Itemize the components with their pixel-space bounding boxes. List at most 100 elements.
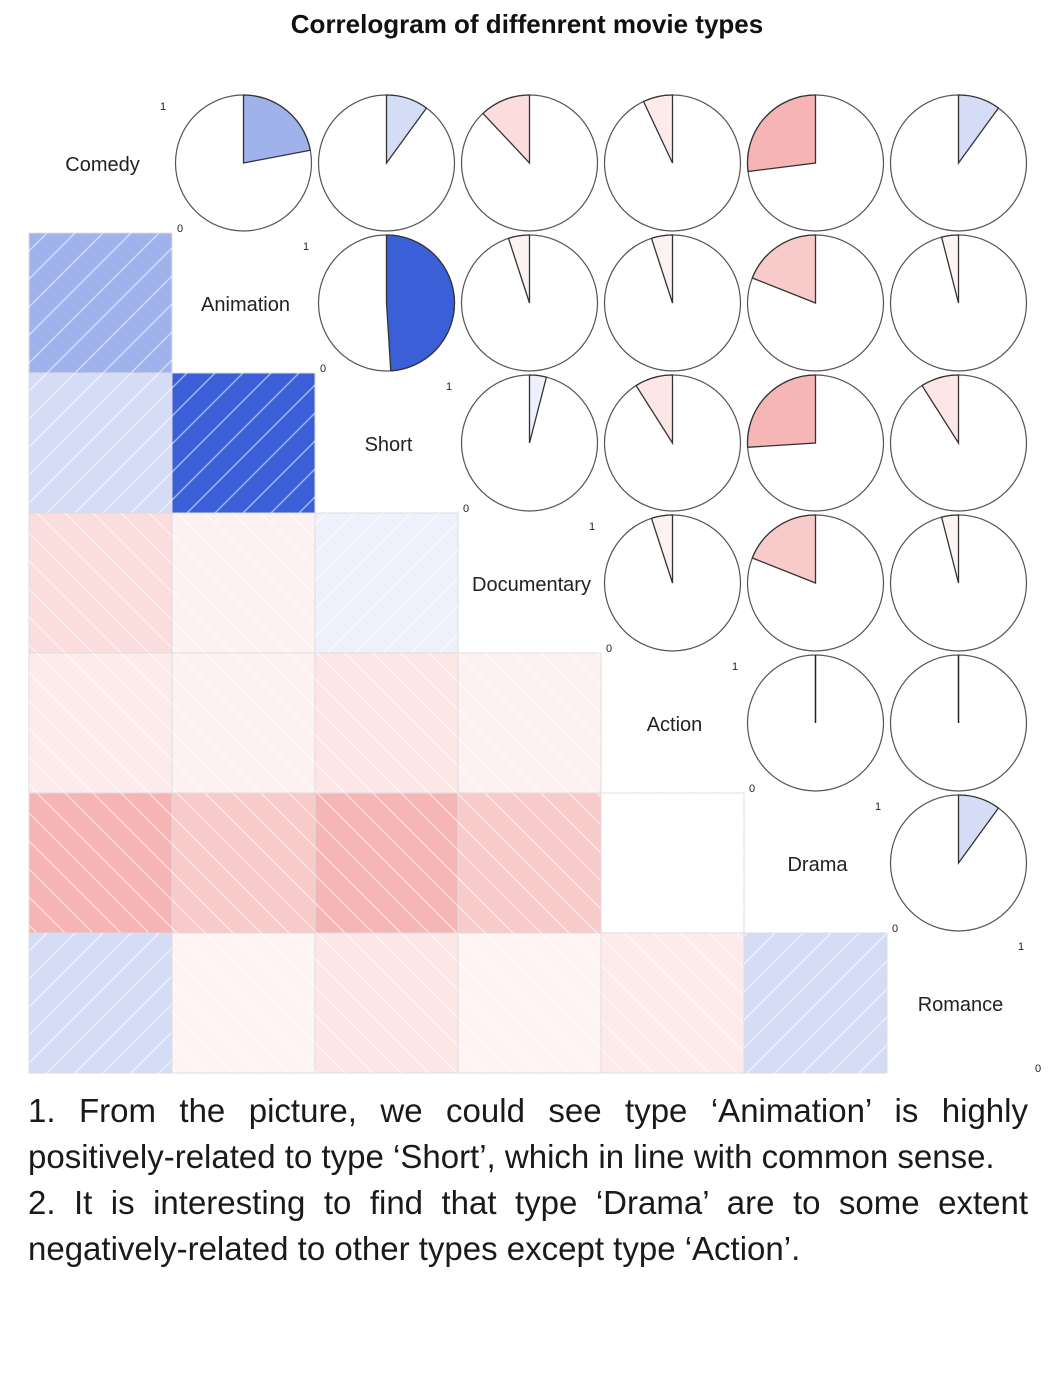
shade-cell-action-comedy <box>28 652 173 794</box>
pie-slice <box>635 374 674 446</box>
shade-hatch <box>172 793 315 933</box>
pie-cell-drama-romance <box>889 794 1028 932</box>
variable-label: Animation <box>201 294 290 316</box>
diagonal-min-tick: 0 <box>177 223 183 235</box>
pie-cell-short-romance <box>889 374 1028 512</box>
pie-slice <box>482 94 531 165</box>
shade-hatch <box>172 373 315 513</box>
pie-slice <box>650 514 674 584</box>
diagonal-cell-drama: Drama 1 0 <box>787 801 898 935</box>
variable-label: Romance <box>918 994 1004 1016</box>
pie-cell-comedy-documentary <box>460 94 599 232</box>
caption-line-2: 2. It is interesting to find that type ‘… <box>28 1184 1028 1267</box>
pie-slice <box>957 794 1000 866</box>
diagonal-min-tick: 0 <box>892 923 898 935</box>
shade-hatch <box>29 513 172 653</box>
variable-label: Comedy <box>65 154 139 176</box>
pie-cell-comedy-drama <box>746 94 885 232</box>
pie-cell-animation-action <box>603 234 742 372</box>
shade-cell-romance-action <box>600 932 745 1074</box>
pie-cell-documentary-action <box>603 514 742 652</box>
diagonal-min-tick: 0 <box>463 503 469 515</box>
shade-hatch <box>172 653 315 793</box>
shade-hatch <box>172 933 315 1073</box>
pie-slice <box>940 234 960 304</box>
shade-hatch <box>744 933 887 1073</box>
pie-slice <box>242 94 312 164</box>
diagonal-min-tick: 0 <box>749 783 755 795</box>
diagonal-max-tick: 1 <box>160 101 166 113</box>
shade-hatch <box>29 373 172 513</box>
shade-cell-action-animation <box>171 652 316 794</box>
diagonal-min-tick: 0 <box>606 643 612 655</box>
diagonal-min-tick: 0 <box>1035 1063 1041 1075</box>
pie-cell-action-romance <box>889 654 1028 792</box>
pie-cell-action-drama <box>746 654 885 792</box>
pie-slice <box>650 234 674 304</box>
pie-cell-short-documentary <box>460 374 599 512</box>
pie-slice <box>528 374 548 444</box>
variable-label: Short <box>365 434 413 456</box>
shade-hatch <box>29 933 172 1073</box>
shade-hatch <box>458 933 601 1073</box>
shade-cell-short-comedy <box>28 372 173 514</box>
pie-slice <box>957 94 1000 166</box>
diagonal-max-tick: 1 <box>875 801 881 813</box>
shade-cell-drama-animation <box>171 792 316 934</box>
pie-slice <box>642 94 674 164</box>
shade-hatch <box>29 233 172 373</box>
shade-cell-documentary-short <box>314 512 459 654</box>
diagonal-cell-romance: Romance 1 0 <box>918 941 1041 1075</box>
pie-slice <box>921 374 960 446</box>
pie-cell-short-drama <box>746 374 885 512</box>
shade-cell-romance-documentary <box>457 932 602 1074</box>
shade-cell-animation-comedy <box>28 232 173 374</box>
shade-hatch <box>315 513 458 653</box>
pie-cell-documentary-romance <box>889 514 1028 652</box>
pie-cell-animation-drama <box>746 234 885 372</box>
shade-hatch <box>29 793 172 933</box>
shade-hatch <box>315 793 458 933</box>
correlogram-cells: Comedy10Animation10Short10Documentary10A… <box>28 94 1041 1075</box>
variable-label: Action <box>647 714 703 736</box>
shade-cell-short-animation <box>171 372 316 514</box>
pie-cell-animation-romance <box>889 234 1028 372</box>
caption-line-1: 1. From the picture, we could see type ‘… <box>28 1092 1028 1175</box>
pie-slice <box>751 514 817 584</box>
pie-slice <box>746 374 817 448</box>
shade-cell-romance-drama <box>743 932 888 1074</box>
shade-cell-drama-documentary <box>457 792 602 934</box>
pie-cell-comedy-short <box>317 94 456 232</box>
variable-label: Drama <box>787 854 848 876</box>
pie-cell-animation-short <box>317 234 456 372</box>
shade-hatch <box>29 653 172 793</box>
diagonal-max-tick: 1 <box>446 381 452 393</box>
shade-hatch <box>458 653 601 793</box>
shade-hatch <box>601 793 744 933</box>
chart-title: Correlogram of diffenrent movie types <box>291 9 763 39</box>
pie-cell-short-action <box>603 374 742 512</box>
diagonal-cell-animation: Animation 1 0 <box>201 241 326 375</box>
pie-cell-comedy-action <box>603 94 742 232</box>
diagonal-cell-documentary: Documentary 1 0 <box>472 521 612 655</box>
pie-slice <box>751 234 817 304</box>
shade-hatch <box>601 933 744 1073</box>
shade-cell-romance-animation <box>171 932 316 1074</box>
shade-cell-romance-comedy <box>28 932 173 1074</box>
shade-hatch <box>315 653 458 793</box>
pie-cell-comedy-animation <box>174 94 313 232</box>
shade-cell-documentary-animation <box>171 512 316 654</box>
shade-cell-drama-action <box>600 792 745 934</box>
shade-hatch <box>172 513 315 653</box>
diagonal-min-tick: 0 <box>320 363 326 375</box>
shade-cell-drama-comedy <box>28 792 173 934</box>
pie-cell-comedy-romance <box>889 94 1028 232</box>
pie-slice <box>385 94 428 166</box>
diagonal-max-tick: 1 <box>589 521 595 533</box>
shade-cell-romance-short <box>314 932 459 1074</box>
shade-hatch <box>458 793 601 933</box>
diagonal-cell-action: Action 1 0 <box>647 661 755 795</box>
shade-cell-action-short <box>314 652 459 794</box>
diagonal-max-tick: 1 <box>732 661 738 673</box>
caption: 1. From the picture, we could see type ‘… <box>28 1088 1028 1272</box>
